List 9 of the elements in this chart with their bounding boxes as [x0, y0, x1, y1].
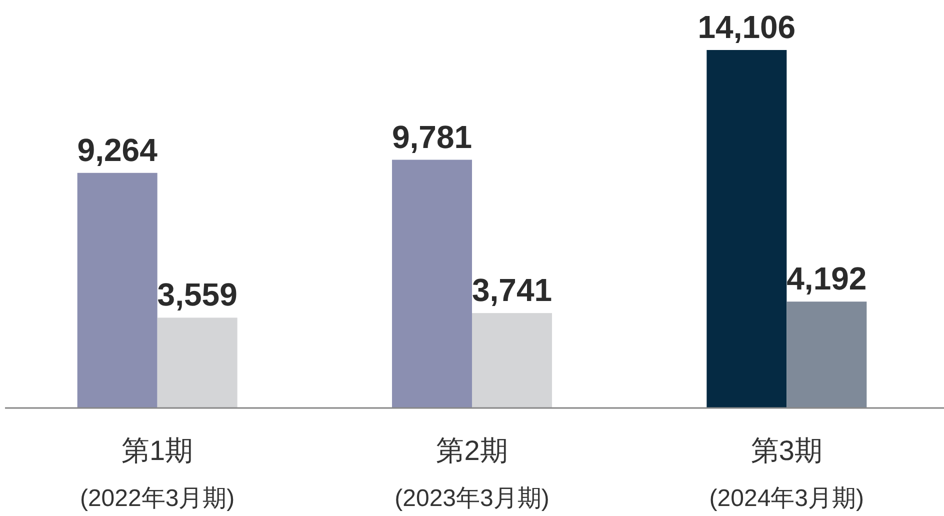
- data-label: 3,559: [157, 276, 238, 313]
- data-label: 14,106: [698, 9, 796, 45]
- x-tick-label: 第3期 (2024年3月期): [709, 435, 864, 512]
- data-label: 3,741: [472, 272, 552, 308]
- x-tick-label: 第1期 (2022年3月期): [80, 435, 235, 512]
- data-label: 4,192: [786, 260, 867, 297]
- data-label: 9,264: [77, 132, 158, 168]
- data-label: 9,781: [392, 118, 472, 155]
- x-tick-label: 第2期 (2023年3月期): [394, 435, 550, 512]
